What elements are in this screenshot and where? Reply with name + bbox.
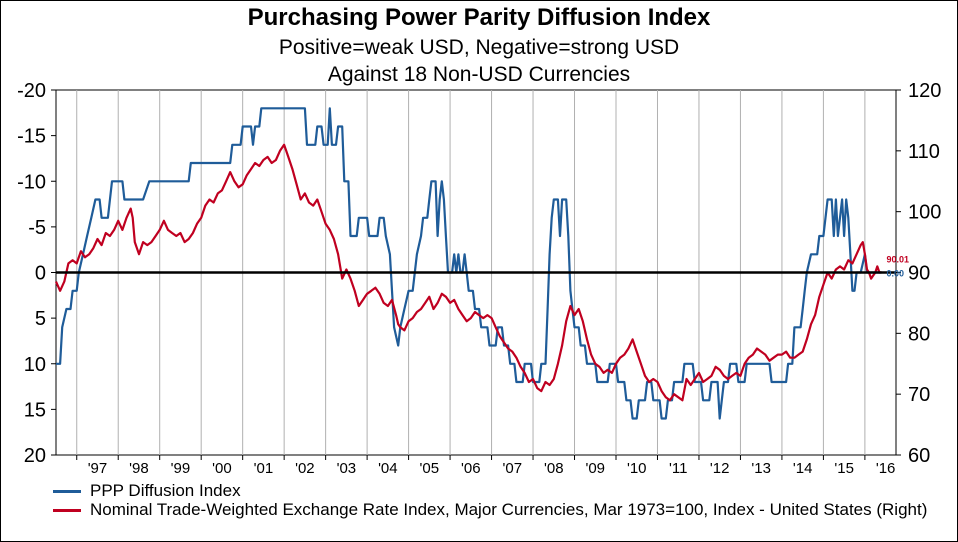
x-tick-label: '04 <box>378 460 398 477</box>
series-line-trade-weighted <box>54 143 882 402</box>
x-tick-label: '00 <box>212 460 232 477</box>
left-tick-label: -20 <box>17 80 46 102</box>
x-tick-label: '97 <box>88 460 108 477</box>
x-tick-label: '99 <box>171 460 191 477</box>
right-tick-label: 120 <box>908 80 941 102</box>
x-tick-label: '12 <box>710 460 730 477</box>
x-tick-label: '06 <box>461 460 481 477</box>
legend-label-ppp: PPP Diffusion Index <box>90 481 241 500</box>
right-y-axis: 60 70 80 90 100 110 120 <box>896 80 941 467</box>
series-line-ppp-diffusion <box>56 107 882 420</box>
chart-subtitle-1: Positive=weak USD, Negative=strong USD <box>278 36 680 59</box>
x-tick-label: '08 <box>544 460 564 477</box>
left-tick-label: -10 <box>17 171 46 193</box>
end-label-trade-weighted: 90.01 <box>886 254 909 264</box>
x-tick-label: '98 <box>129 460 149 477</box>
left-tick-label: 10 <box>24 354 46 376</box>
end-label-ppp: 0.00 <box>886 269 904 279</box>
legend-label-twi: Nominal Trade-Weighted Exchange Rate Ind… <box>90 500 928 519</box>
end-labels: 90.01 0.00 <box>886 254 909 278</box>
left-tick-label: -5 <box>28 217 46 239</box>
x-tick-label: '11 <box>669 460 687 477</box>
x-tick-label: '03 <box>337 460 357 477</box>
left-tick-label: 5 <box>35 308 46 330</box>
x-tick-label: '01 <box>254 460 274 477</box>
legend-item-ppp: PPP Diffusion Index <box>53 481 453 501</box>
left-tick-label: 20 <box>24 445 46 467</box>
chart-title: Purchasing Power Parity Diffusion Index <box>247 4 711 31</box>
x-tick-label: '05 <box>420 460 440 477</box>
legend-item-twi: Nominal Trade-Weighted Exchange Rate Ind… <box>53 500 933 540</box>
right-tick-label: 80 <box>908 323 930 345</box>
x-tick-label: '09 <box>585 460 605 477</box>
left-tick-label: -15 <box>17 126 46 148</box>
right-tick-label: 110 <box>908 141 940 163</box>
chart-subtitle-2: Against 18 Non-USD Currencies <box>327 63 631 86</box>
legend-swatch-twi <box>53 509 81 512</box>
x-tick-label: '02 <box>295 460 315 477</box>
x-tick-label: '15 <box>834 460 854 477</box>
right-tick-label: 60 <box>908 445 930 467</box>
left-y-axis: -20 -15 -10 -5 0 5 10 15 20 <box>17 80 56 467</box>
left-tick-label: 15 <box>24 399 46 421</box>
x-axis: '97 '98 '99 '00 '01 '02 '03 '04 '05 '06 '07 '08 '09 '… <box>76 455 896 477</box>
left-tick-label: 0 <box>35 263 46 285</box>
legend-swatch-ppp <box>53 490 81 493</box>
right-tick-label: 100 <box>908 202 941 224</box>
x-tick-label: '16 <box>876 460 896 477</box>
x-tick-label: '13 <box>751 460 771 477</box>
right-tick-label: 70 <box>908 384 930 406</box>
x-tick-label: '07 <box>503 460 523 477</box>
right-tick-label: 90 <box>908 263 930 285</box>
series-group <box>54 107 882 420</box>
x-tick-label: '10 <box>627 460 647 477</box>
x-tick-label: '14 <box>793 460 813 477</box>
